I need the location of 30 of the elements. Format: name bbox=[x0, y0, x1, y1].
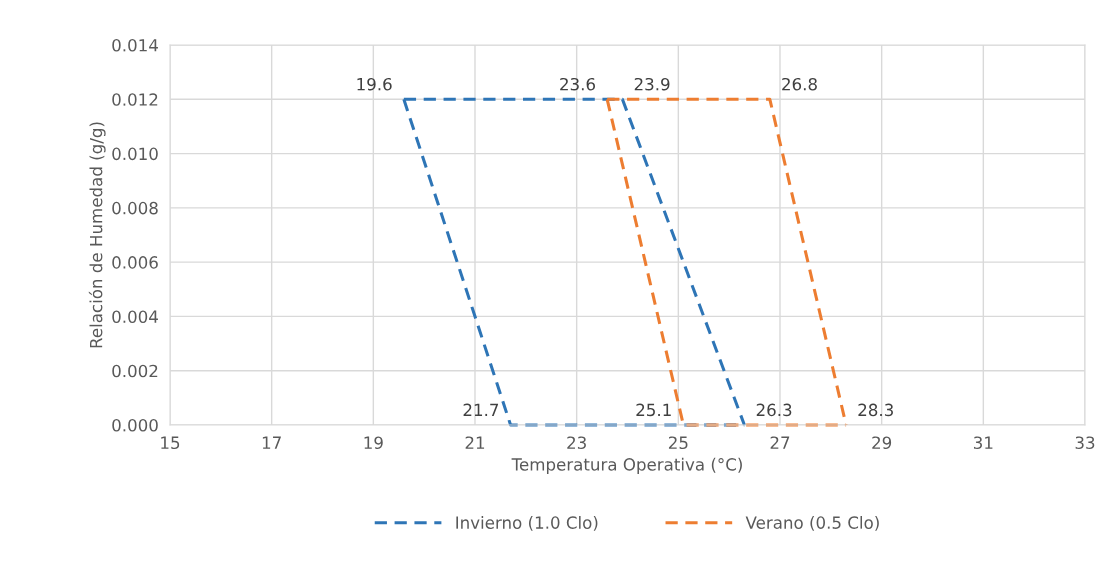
legend-label: Invierno (1.0 Clo) bbox=[456, 516, 598, 531]
y-tick-label: 0.006 bbox=[112, 256, 158, 269]
y-axis-title: Relación de Humedad (g/g) bbox=[88, 122, 106, 348]
x-tick-label: 27 bbox=[770, 436, 790, 449]
annotation: 25.1 bbox=[636, 403, 671, 417]
annotation: 26.3 bbox=[756, 403, 792, 417]
y-tick-label: 0.008 bbox=[112, 201, 158, 215]
x-tick-label: 29 bbox=[872, 436, 892, 450]
x-axis-title: Temperatura Operativa (°C) bbox=[511, 457, 742, 474]
legend-label: Verano (0.5 Clo) bbox=[745, 516, 879, 531]
annotation: 26.8 bbox=[782, 77, 817, 91]
x-tick-label: 23 bbox=[567, 436, 586, 450]
x-tick-label: 33 bbox=[1075, 436, 1095, 450]
y-tick-label: 0.014 bbox=[112, 38, 158, 52]
y-tick-label: 0.012 bbox=[112, 93, 158, 106]
y-tick-label: 0.004 bbox=[112, 310, 158, 323]
y-tick-label: 0.002 bbox=[112, 364, 158, 378]
x-tick-label: 31 bbox=[974, 436, 993, 450]
y-tick-label: 0.000 bbox=[112, 418, 158, 432]
annotation: 23.9 bbox=[634, 77, 670, 91]
x-tick-label: 21 bbox=[465, 436, 485, 449]
annotation: 28.3 bbox=[858, 403, 893, 417]
y-tick-label: 0.010 bbox=[112, 147, 158, 161]
x-tick-label: 15 bbox=[161, 436, 180, 450]
x-tick-label: 19 bbox=[364, 436, 383, 450]
annotation: 23.6 bbox=[560, 77, 596, 91]
x-tick-label: 17 bbox=[262, 436, 281, 449]
x-tick-label: 25 bbox=[668, 436, 688, 450]
annotation: 21.7 bbox=[463, 403, 499, 416]
annotation: 19.6 bbox=[357, 77, 392, 91]
